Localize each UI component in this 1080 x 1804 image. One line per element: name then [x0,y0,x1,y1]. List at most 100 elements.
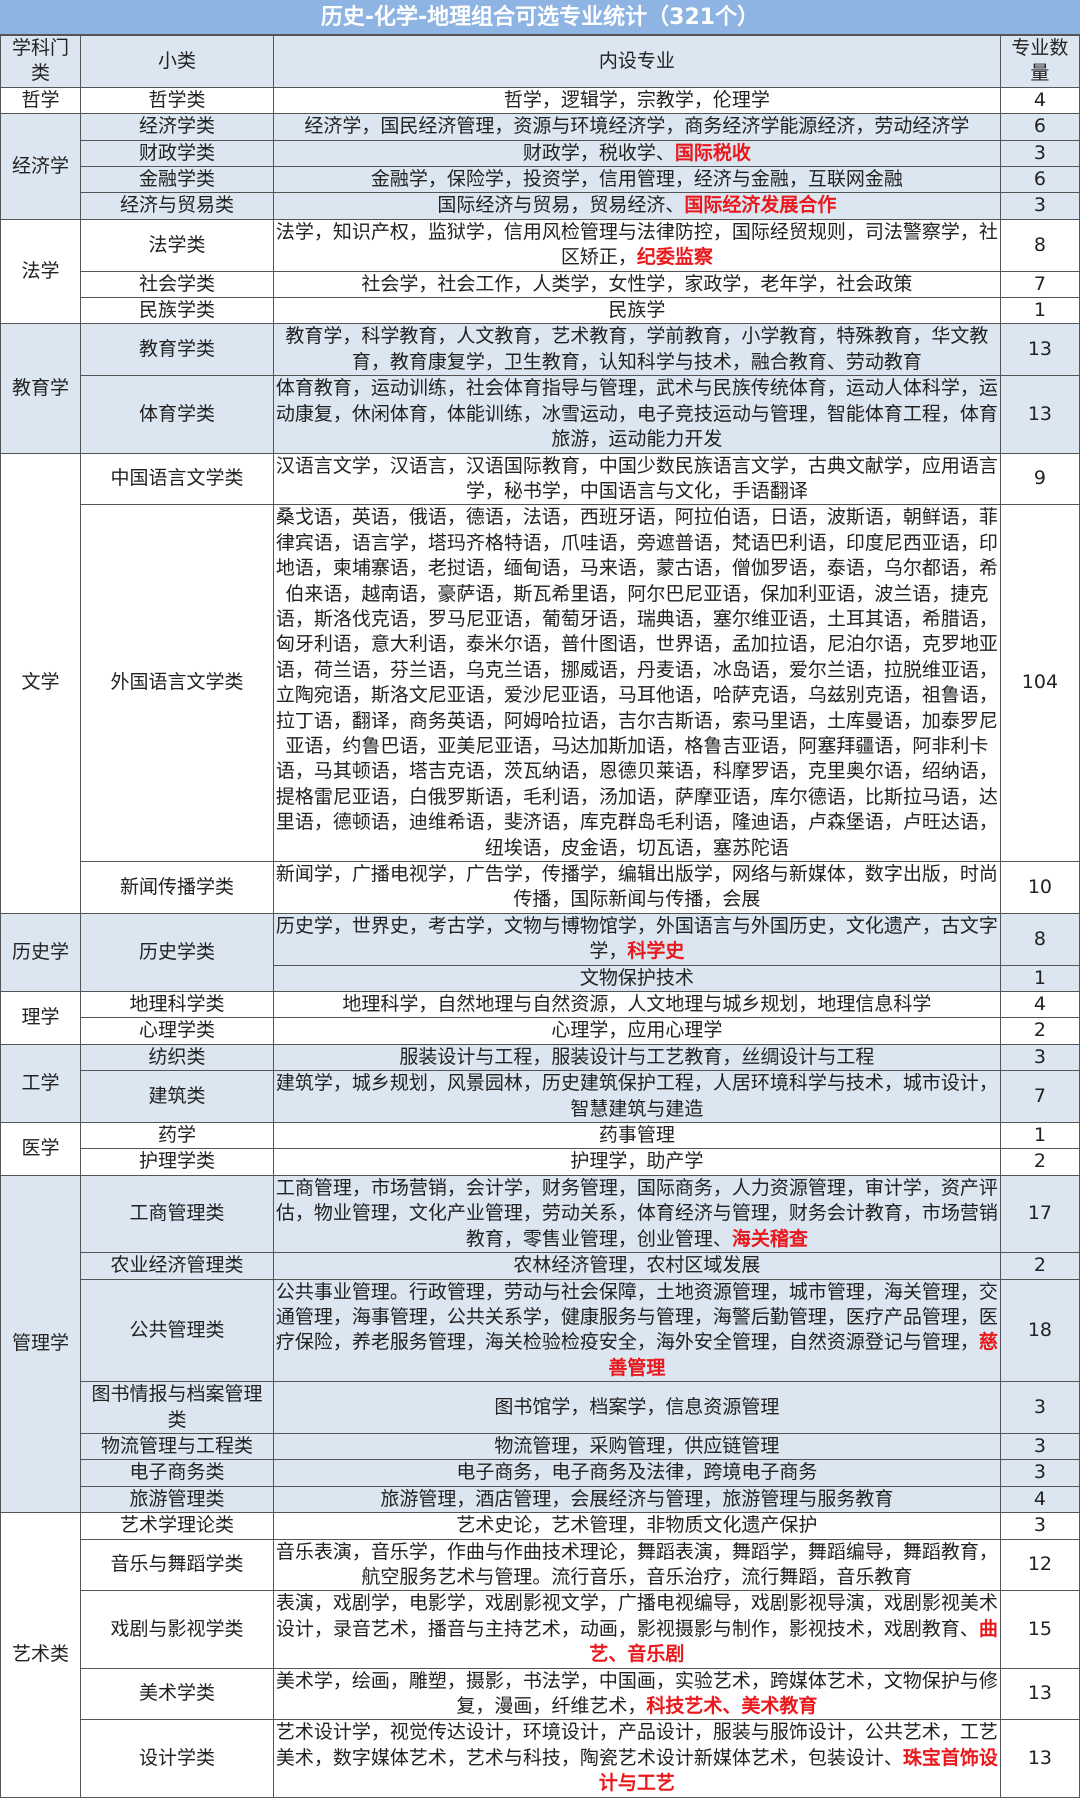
category-cell: 历史学 [0,912,82,993]
subcategory-cell: 法学类 [80,218,274,272]
subcategory-cell: 护理学类 [80,1148,274,1176]
count-cell: 13 [999,1719,1080,1798]
majors-text: 教育学，科学教育，人文教育，艺术教育，学前教育，小学教育，特殊教育，华文教育，教… [285,325,989,373]
category-cell: 哲学 [0,86,82,115]
subcategory-cell: 外国语言文学类 [80,504,274,862]
subcategory-cell: 民族学类 [80,297,274,325]
majors-text: 新闻学，广播电视学，广告学，传播学，编辑出版学，网络与新媒体，数字出版，时尚传播… [275,863,998,911]
table-row: 心理学类 心理学，应用心理学 2 [1,1017,1080,1045]
table-row: 公共管理类 公共事业管理。行政管理，劳动与社会保障，土地资源管理，城市管理，海关管… [1,1278,1080,1383]
table-row: 体育学类 体育教育，运动训练，社会体育指导与管理，武术与民族传统体育，运动人体科学… [1,375,1080,454]
table-row: 图书情报与档案管理类 图书馆学，档案学，信息资源管理 3 [1,1381,1080,1434]
majors-cell: 农林经济管理，农村区域发展 [272,1252,1001,1280]
table-row: 文物保护技术 1 [1,964,1080,993]
count-cell: 17 [999,1174,1080,1254]
majors-cell: 物流管理，采购管理，供应链管理 [272,1432,1001,1461]
count-cell: 6 [999,113,1080,141]
count-cell: 2 [999,1148,1080,1176]
majors-cell: 经济学，国民经济管理，资源与环境经济学，商务经济学能源经济，劳动经济学 [272,113,1001,141]
table-row: 建筑类 建筑学，城乡规划，风景园林，历史建筑保护工程，人居环境科学与技术，城市设计… [1,1070,1080,1124]
table-row: 设计学类 艺术设计学，视觉传达设计，环境设计，产品设计，服装与服饰设计，公共艺术，… [1,1719,1080,1798]
table-row: 美术学类 美术学，绘画，雕塑，摄影，书法学，中国画，实验艺术，跨媒体艺术，文物保护… [1,1667,1080,1721]
majors-cell: 美术学，绘画，雕塑，摄影，书法学，中国画，实验艺术，跨媒体艺术，文物保护与修复，… [272,1667,1001,1721]
new-major-highlight: 国际经济发展合作 [684,194,837,217]
majors-cell: 表演，戏剧学，电影学，戏剧影视文学，广播电视编导，戏剧影视导演，戏剧影视美术设计… [272,1590,1001,1669]
majors-text: 民族学 [608,299,666,322]
subcategory-cell: 艺术学理论类 [80,1512,274,1540]
count-cell: 2 [999,1252,1080,1280]
count-cell: 13 [999,323,1080,377]
subcategory-cell: 经济与贸易类 [80,192,274,220]
count-cell: 7 [999,1070,1080,1124]
category-cell: 管理学 [0,1174,82,1514]
new-major-highlight: 国际税收 [674,141,751,164]
majors-cell: 药事管理 [272,1122,1001,1150]
majors-text: 药事管理 [598,1124,675,1147]
majors-cell: 教育学，科学教育，人文教育，艺术教育，学前教育，小学教育，特殊教育，华文教育，教… [272,323,1001,377]
category-cell: 艺术类 [0,1512,82,1798]
table-row: 音乐与舞蹈学类 音乐表演，音乐学，作曲与作曲技术理论，舞蹈表演，舞蹈学，舞蹈编导，… [1,1538,1080,1592]
majors-text: 经济学，国民经济管理，资源与环境经济学，商务经济学能源经济，劳动经济学 [304,115,970,138]
majors-text: 农林经济管理，农村区域发展 [513,1254,761,1277]
count-cell: 12 [999,1538,1080,1592]
majors-cell: 公共事业管理。行政管理，劳动与社会保障，土地资源管理，城市管理，海关管理，交通管… [272,1278,1001,1383]
category-cell: 文学 [0,452,82,914]
table-row: 财政学类 财政学，税收学、国际税收 3 [1,139,1080,168]
majors-text: 法学，知识产权，监狱学，信用风检管理与法律防控，国际经贸规则，司法警察学，社区矫… [275,220,998,269]
majors-text: 美术学，绘画，雕塑，摄影，书法学，中国画，实验艺术，跨媒体艺术，文物保护与修复，… [275,1669,998,1717]
table-row: 电子商务类 电子商务，电子商务及法律，跨境电子商务 3 [1,1459,1080,1487]
count-cell: 4 [999,86,1080,115]
majors-cell: 护理学，助产学 [272,1148,1001,1176]
subcategory-cell: 地理科学类 [80,991,274,1019]
table-row: 新闻传播学类 新闻学，广播电视学，广告学，传播学，编辑出版学，网络与新媒体，数字出… [1,861,1080,914]
table-row: 经济与贸易类 国际经济与贸易，贸易经济、国际经济发展合作 3 [1,192,1080,220]
subcategory-cell: 工商管理类 [80,1174,274,1254]
header-majors: 内设专业 [272,35,1001,88]
count-cell: 18 [999,1278,1080,1383]
table-row: 教育学 教育学类 教育学，科学教育，人文教育，艺术教育，学前教育，小学教育，特殊教育… [0,323,1080,454]
table-row: 护理学类 护理学，助产学 2 [1,1148,1080,1176]
subcategory-cell: 美术学类 [80,1667,274,1721]
majors-cell: 民族学 [272,297,1001,325]
table-row: 法学 法学类 法学，知识产权，监狱学，信用风检管理与法律防控，国际经贸规则，司法警察… [0,218,1080,325]
subcategory-cell: 体育学类 [80,375,274,454]
new-major-highlight: 慈善管理 [608,1331,998,1379]
subcategory-cell: 心理学类 [80,1017,274,1045]
count-cell: 3 [999,1043,1080,1072]
category-cell: 医学 [0,1122,82,1176]
count-cell: 3 [999,1432,1080,1461]
table-row: 理学 地理科学类 地理科学，自然地理与自然资源，人文地理与城乡规划，地理信息科学 4 [0,991,1080,1045]
majors-cell: 哲学，逻辑学，宗教学，伦理学 [272,86,1001,115]
count-cell: 3 [999,1381,1080,1434]
majors-text: 历史学，世界史，考古学，文物与博物馆学，外国语言与外国历史，文化遗产，古文字学， [275,914,998,963]
majors-cell: 建筑学，城乡规划，风景园林，历史建筑保护工程，人居环境科学与技术，城市设计，智慧… [272,1070,1001,1124]
table-row: 管理学 工商管理类 工商管理，市场营销，会计学，财务管理，国际商务，人力资源管理，审… [0,1174,1080,1514]
majors-text: 哲学，逻辑学，宗教学，伦理学 [503,88,770,111]
count-cell: 1 [999,964,1080,993]
majors-cell: 体育教育，运动训练，社会体育指导与管理，武术与民族传统体育，运动人体科学，运动康… [272,375,1001,454]
subcategory-cell: 公共管理类 [80,1278,274,1383]
count-cell: 13 [999,375,1080,454]
majors-text: 社会学，社会工作，人类学，女性学，家政学，老年学，社会政策 [361,272,913,295]
header-row: 学科门类 小类 内设专业 专业数量 [0,35,1080,88]
count-cell: 9 [999,452,1080,506]
table-row: 金融学类 金融学，保险学，投资学，信用管理，经济与金融，互联网金融 6 [1,166,1080,194]
subcategory-cell: 历史学类 [80,912,274,993]
majors-text: 艺术设计学，视觉传达设计，环境设计，产品设计，服装与服饰设计，公共艺术，工艺美术… [275,1721,998,1769]
majors-text: 音乐表演，音乐学，作曲与作曲技术理论，舞蹈表演，舞蹈学，舞蹈编导，舞蹈教育，航空… [275,1540,998,1588]
new-major-highlight: 科技艺术、美术教育 [646,1695,818,1717]
majors-text: 图书馆学，档案学，信息资源管理 [494,1395,780,1418]
count-cell: 15 [999,1590,1080,1669]
category-cell: 工学 [0,1043,82,1124]
category-cell: 教育学 [0,323,82,454]
majors-text: 金融学，保险学，投资学，信用管理，经济与金融，互联网金融 [370,168,903,191]
category-cell: 经济学 [0,113,82,220]
majors-table: 学科门类 小类 内设专业 专业数量 哲学 哲学类 哲学，逻辑学，宗教学，伦理学 4 经济… [0,35,1080,1798]
majors-text: 体育教育，运动训练，社会体育指导与管理，武术与民族传统体育，运动人体科学，运动康… [275,377,998,451]
category-cell: 理学 [0,991,82,1045]
count-cell: 7 [999,270,1080,299]
majors-text: 国际经济与贸易，贸易经济、 [437,194,685,217]
count-cell: 2 [999,1017,1080,1045]
majors-cell: 艺术史论，艺术管理，非物质文化遗产保护 [272,1512,1001,1540]
majors-text: 文物保护技术 [579,966,694,989]
